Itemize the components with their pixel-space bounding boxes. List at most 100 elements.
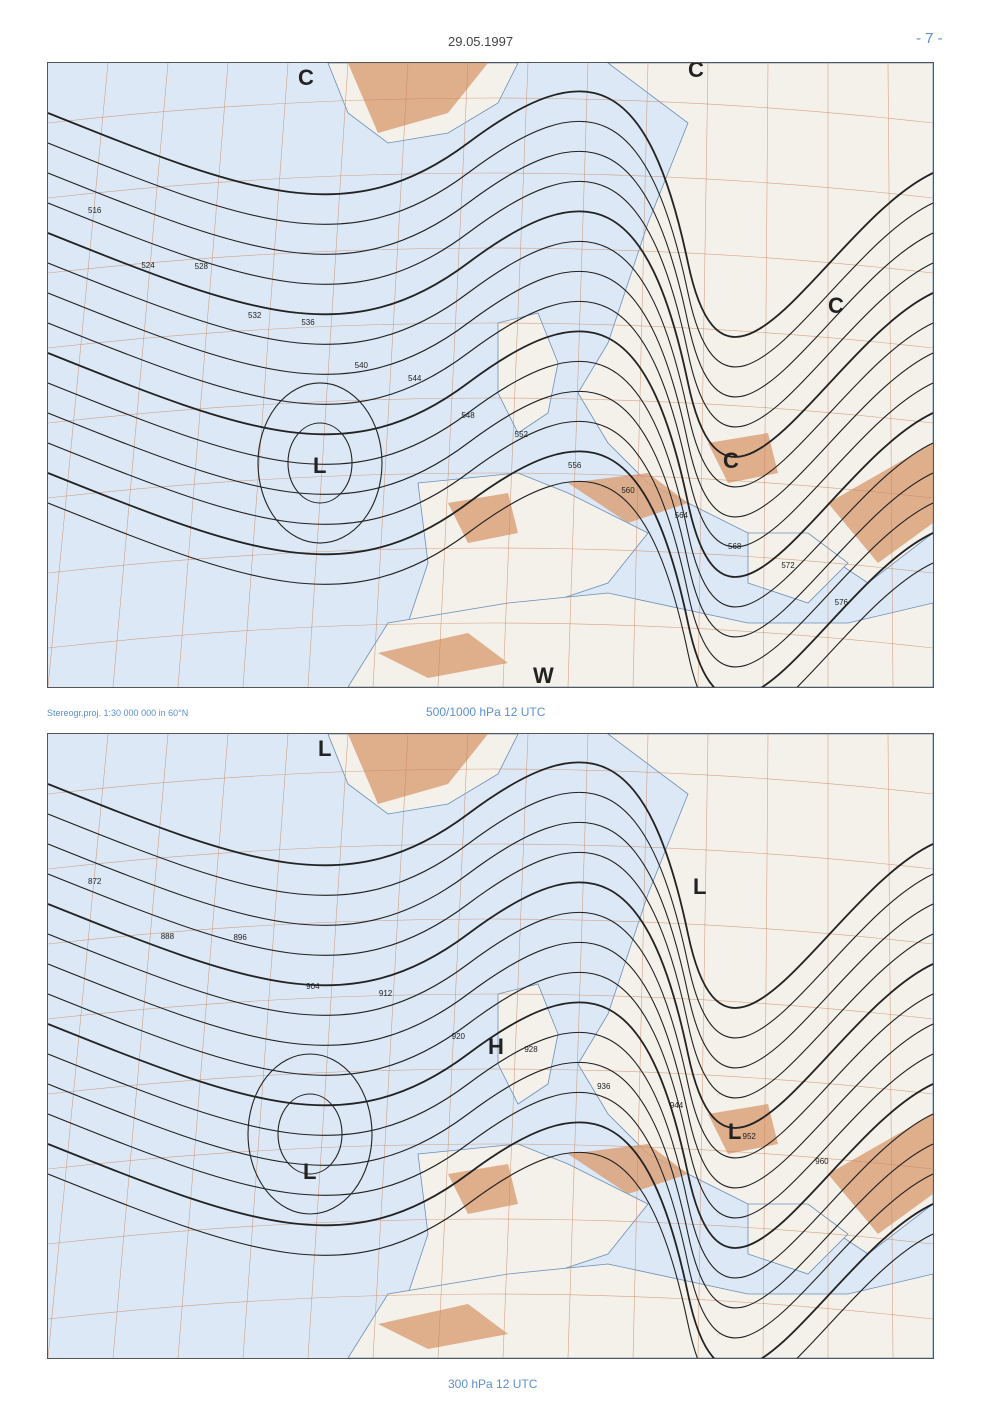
contour-label: 904 [306,982,320,991]
height-contour [48,1091,933,1339]
meridian-line [697,734,709,1358]
parallel-line [48,843,933,870]
parallel-line [48,547,933,574]
height-contour [48,1001,933,1249]
height-contour [48,1061,933,1309]
bottom-map-caption: 300 hPa 12 UTC [448,1377,538,1391]
chart-date: 29.05.1997 [448,34,514,49]
pressure-center-label: L [318,736,331,761]
height-contour [287,422,353,504]
pressure-center-label: C [723,448,739,473]
contour-label: 952 [743,1132,757,1141]
high-terrain [828,1114,933,1234]
pressure-center-label: H [488,1034,504,1059]
meridian-line [112,63,169,687]
map-svg: 516 524 528 532 536 540 544 548 552 556 560 564 568 5… [48,63,933,687]
contour-label: 540 [355,361,369,370]
meridian-line [372,734,409,1358]
parallel-line [48,1218,933,1245]
meridian-line [887,63,894,687]
parallel-line [48,1068,933,1095]
parallel-line [48,1293,933,1320]
meridian-line [177,734,229,1358]
height-contour [48,120,933,368]
meridian-line [567,63,589,687]
meridian-line [242,63,289,687]
height-contour [257,382,383,544]
parallel-line [48,322,933,349]
meridian-line [762,63,769,687]
contour-label: 516 [88,206,102,215]
contour-label: 548 [461,411,475,420]
high-terrain [378,1304,508,1349]
parallel-line [48,97,933,124]
meridian-line [567,734,589,1358]
height-contour [48,911,933,1159]
land-area [497,983,559,1105]
contour-label: 560 [621,486,635,495]
meridian-line [437,734,469,1358]
pressure-center-label: C [688,63,704,82]
pressure-center-label: L [728,1119,741,1144]
high-terrain [708,1104,778,1154]
contour-label: 564 [675,511,689,520]
high-terrain [828,443,933,563]
height-contour [48,240,933,488]
height-contour [247,1053,373,1215]
high-terrain [378,633,508,678]
meridian-line [697,63,709,687]
pressure-center-label: C [298,65,314,90]
height-contour [48,360,933,608]
parallel-line [48,622,933,649]
page-number: - 7 - [916,30,943,47]
parallel-line [48,397,933,424]
pressure-center-label: L [303,1159,316,1184]
meridian-line [307,63,349,687]
contour-label: 544 [408,374,422,383]
meridian-line [242,734,289,1358]
projection-note: Stereogr.proj. 1:30 000 000 in 60°N [47,708,189,718]
height-contour [48,450,933,687]
contour-label: 524 [141,261,155,270]
contour-label: 872 [88,877,102,886]
contour-label: 936 [597,1082,611,1091]
high-terrain [348,63,488,133]
height-contour [48,1151,933,1358]
height-contour [48,971,933,1219]
contour-label: 536 [301,318,315,327]
meridian-line [48,63,109,687]
height-contour [48,150,933,398]
height-contour [48,761,933,1009]
pressure-center-label: C [828,293,844,318]
meridian-line [762,734,769,1358]
height-contour [48,390,933,638]
high-terrain [708,433,778,483]
meridian-line [177,63,229,687]
height-contour [277,1093,343,1175]
height-contour [48,1121,933,1358]
parallel-line [48,472,933,499]
pressure-center-label: W [533,663,554,687]
height-contour [48,180,933,428]
height-contour [48,270,933,518]
parallel-line [48,993,933,1020]
height-contour [48,300,933,548]
contour-label: 568 [728,542,742,551]
contour-label: 944 [670,1101,684,1110]
contour-label: 912 [379,989,393,998]
height-contour [48,210,933,458]
height-contour [48,941,933,1189]
parallel-line [48,1143,933,1170]
height-contour [48,420,933,668]
pressure-center-label: L [693,874,706,899]
height-contour [48,821,933,1069]
parallel-line [48,172,933,199]
contour-label: 928 [524,1045,538,1054]
land-area [497,312,559,434]
height-contour [48,90,933,338]
height-contour [48,1031,933,1279]
high-terrain [348,734,488,804]
meridian-line [48,734,109,1358]
parallel-line [48,768,933,795]
meridian-line [372,63,409,687]
